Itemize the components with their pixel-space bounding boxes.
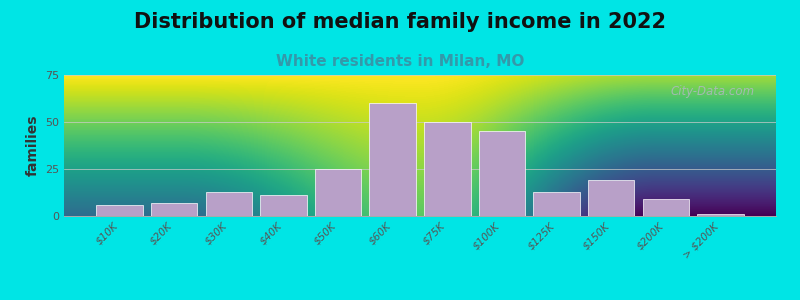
- Bar: [478, 131, 525, 216]
- Bar: [206, 192, 252, 216]
- Bar: [96, 205, 142, 216]
- Text: White residents in Milan, MO: White residents in Milan, MO: [276, 54, 524, 69]
- Bar: [424, 122, 470, 216]
- Bar: [698, 214, 744, 216]
- Bar: [370, 103, 416, 216]
- Bar: [260, 195, 306, 216]
- Bar: [642, 199, 689, 216]
- Bar: [151, 203, 198, 216]
- Y-axis label: families: families: [26, 115, 39, 176]
- Bar: [588, 180, 634, 216]
- Text: Distribution of median family income in 2022: Distribution of median family income in …: [134, 12, 666, 32]
- Bar: [315, 169, 362, 216]
- Bar: [534, 192, 580, 216]
- Text: City-Data.com: City-Data.com: [670, 85, 754, 98]
